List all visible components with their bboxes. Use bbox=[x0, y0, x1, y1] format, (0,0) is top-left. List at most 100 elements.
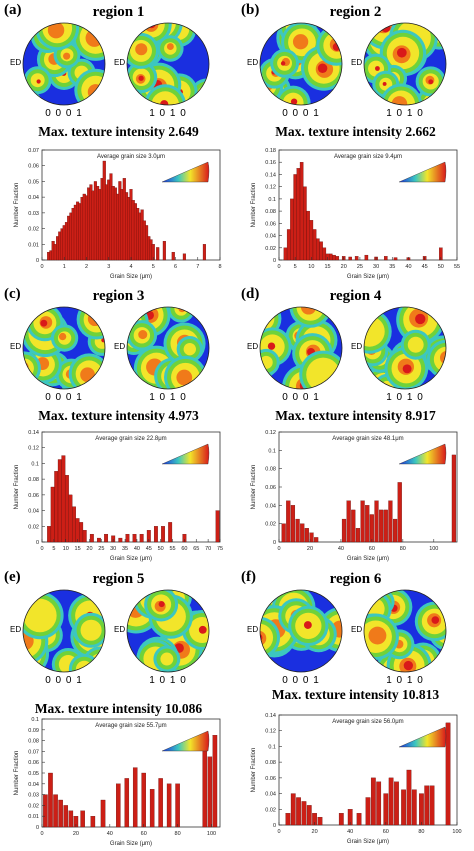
x-tick-label: 0 bbox=[40, 546, 43, 552]
region-title: region 5 bbox=[92, 571, 145, 587]
x-tick-label: 55 bbox=[169, 546, 175, 552]
histogram-bar bbox=[104, 533, 109, 543]
histogram-bar bbox=[68, 494, 73, 543]
histogram-bar bbox=[286, 500, 291, 543]
histogram-bar bbox=[445, 722, 451, 826]
pole-figure-0001 bbox=[259, 22, 343, 106]
panel-a: (a) region 1 ED ED 0 0 0 1 1 0 1 0 Max. text… bbox=[0, 0, 237, 284]
histogram-bar bbox=[116, 783, 121, 828]
y-tick-label: 0.04 bbox=[28, 195, 39, 201]
x-tick-label: 35 bbox=[122, 546, 128, 552]
region-title: region 1 bbox=[92, 4, 145, 20]
ed-label: ED bbox=[351, 58, 363, 67]
x-tick-label: 45 bbox=[422, 264, 428, 270]
ed-label: ED bbox=[247, 625, 259, 634]
y-tick-label: 0.01 bbox=[28, 814, 39, 820]
y-tick-label: 0.02 bbox=[28, 524, 39, 530]
histogram-bar bbox=[369, 514, 374, 543]
histogram-bar bbox=[158, 778, 163, 828]
histogram-bar bbox=[360, 500, 365, 543]
y-tick-label: 0.14 bbox=[28, 430, 39, 436]
y-tick-label: 0.12 bbox=[265, 729, 276, 735]
pole-figure-1010 bbox=[363, 589, 447, 673]
y-tick-label: 0.14 bbox=[265, 172, 276, 178]
grain-size-histogram: 0 0.02 0.04 0.06 0.08 0.1 0.12 0.14 0 5 10 15 20 25 30… bbox=[14, 430, 223, 562]
y-tick-label: 0.06 bbox=[28, 164, 39, 170]
y-tick-label: 0 bbox=[273, 823, 276, 829]
y-tick-label: 0.08 bbox=[28, 739, 39, 745]
histogram-bar bbox=[393, 257, 398, 261]
histogram-bar bbox=[351, 509, 356, 543]
histogram-bar bbox=[393, 518, 398, 543]
y-tick-label: 0.09 bbox=[28, 728, 39, 734]
x-tick-label: 0 bbox=[277, 264, 280, 270]
histogram-bar bbox=[312, 229, 317, 261]
histogram-bar bbox=[397, 482, 402, 543]
x-tick-label: 5 bbox=[52, 546, 55, 552]
histogram-bar bbox=[63, 805, 69, 828]
y-tick-label: 0.1 bbox=[268, 448, 276, 454]
y-tick-label: 0 bbox=[273, 258, 276, 264]
x-axis-label: Grain Size (μm) bbox=[110, 274, 152, 280]
x-tick-label: 40 bbox=[338, 546, 344, 552]
ed-label: ED bbox=[114, 342, 126, 351]
plot-frame bbox=[41, 718, 221, 828]
histogram-bar bbox=[90, 816, 96, 828]
x-tick-label: 0 bbox=[40, 264, 43, 270]
y-tick-label: 0.08 bbox=[265, 467, 276, 473]
histogram-bar bbox=[156, 247, 160, 261]
ipf-legend-triangle bbox=[398, 443, 447, 465]
histogram-bar bbox=[82, 530, 87, 543]
x-tick-label: 55 bbox=[454, 264, 460, 270]
histogram-bar bbox=[341, 518, 347, 543]
pole-label-1010: 1 0 1 0 bbox=[386, 392, 424, 403]
y-tick-label: 0 bbox=[273, 540, 276, 546]
x-tick-label: 40 bbox=[405, 264, 411, 270]
histogram-bar bbox=[295, 518, 300, 543]
x-axis-label: Grain Size (μm) bbox=[110, 841, 152, 847]
y-axis-label: Number Fraction bbox=[251, 465, 257, 510]
histogram-bar bbox=[72, 506, 76, 543]
histogram-bar bbox=[411, 789, 417, 826]
x-tick-label: 10 bbox=[63, 546, 69, 552]
region-title: region 4 bbox=[329, 288, 382, 304]
histogram-bar bbox=[316, 238, 320, 261]
ipf-legend-triangle bbox=[161, 443, 210, 465]
histogram-bar bbox=[303, 186, 307, 261]
y-tick-label: 0.04 bbox=[265, 792, 276, 798]
pole-label-0001: 0 0 0 1 bbox=[45, 108, 83, 119]
y-tick-label: 0 bbox=[36, 540, 39, 546]
ipf-legend-triangle bbox=[398, 161, 447, 183]
max-texture-intensity: Max. texture intensity 10.086 bbox=[34, 701, 203, 716]
panel-label: (f) bbox=[241, 569, 256, 585]
y-tick-label: 0 bbox=[36, 258, 39, 264]
y-tick-label: 0.07 bbox=[28, 148, 39, 154]
histogram-bar bbox=[68, 810, 74, 828]
grain-size-histogram: 0 0.02 0.04 0.06 0.08 0.1 0.12 0.14 0 20 40 60 80 100… bbox=[251, 713, 462, 845]
x-tick-label: 20 bbox=[307, 546, 313, 552]
pole-figure-0001 bbox=[22, 22, 106, 106]
pole-figure-1010 bbox=[126, 589, 210, 673]
panel-e: (e) region 5 ED ED 0 0 0 1 1 0 1 0 Max. text… bbox=[0, 567, 237, 851]
histogram-bar bbox=[58, 799, 63, 828]
y-tick-label: 0.06 bbox=[28, 760, 39, 766]
chart-title: Average grain size 9.4μm bbox=[334, 154, 402, 160]
y-tick-label: 0.12 bbox=[28, 446, 39, 452]
x-tick-label: 20 bbox=[312, 829, 318, 835]
x-tick-label: 20 bbox=[341, 264, 347, 270]
ed-label: ED bbox=[247, 58, 259, 67]
y-tick-label: 0.04 bbox=[28, 782, 39, 788]
ipf-legend-triangle bbox=[161, 730, 210, 752]
ed-label: ED bbox=[114, 58, 126, 67]
x-tick-label: 50 bbox=[438, 264, 444, 270]
histogram-bar bbox=[290, 505, 296, 543]
chart-title: Average grain size 56.0μm bbox=[332, 719, 403, 725]
histogram-bar bbox=[64, 475, 69, 543]
x-tick-label: 40 bbox=[107, 831, 113, 837]
y-tick-label: 0.02 bbox=[265, 522, 276, 528]
y-tick-label: 0.16 bbox=[265, 160, 276, 166]
x-tick-label: 10 bbox=[308, 264, 314, 270]
histogram-bar bbox=[383, 509, 388, 543]
max-texture-intensity: Max. texture intensity 2.649 bbox=[38, 124, 199, 139]
histogram-bar bbox=[202, 745, 208, 828]
